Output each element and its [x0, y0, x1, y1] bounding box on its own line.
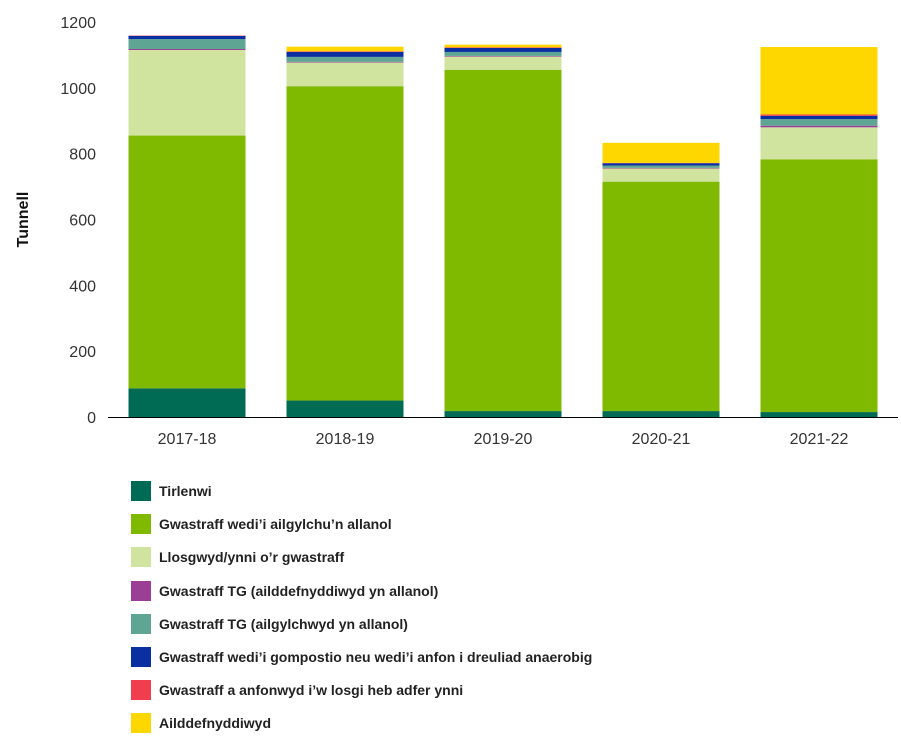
bar-segment [445, 45, 562, 48]
x-tick-label: 2018-19 [316, 431, 375, 448]
legend-item: Gwastraff wedi’i gompostio neu wedi’i an… [131, 647, 592, 667]
legend-swatch [131, 647, 151, 667]
bar-segment [129, 39, 246, 49]
legend-label: Gwastraff TG (ailddefnyddiwyd yn allanol… [159, 583, 438, 599]
bar-segment [761, 127, 878, 159]
legend-label: Llosgwyd/ynni o’r gwastraff [159, 549, 344, 565]
x-tick-label: 2017-18 [158, 431, 217, 448]
legend-label: Gwastraff TG (ailgylchwyd yn allanol) [159, 616, 408, 632]
legend-item: Gwastraff TG (ailgylchwyd yn allanol) [131, 614, 592, 634]
y-axis-label-group: Tunnell [15, 192, 32, 248]
legend-item: Tirlenwi [131, 481, 592, 501]
bar-segment [129, 49, 246, 50]
bar-segment [445, 56, 562, 57]
bar-segment [445, 48, 562, 52]
bar-segment [287, 52, 404, 57]
bar-segment [445, 52, 562, 56]
y-tick-label: 400 [69, 278, 96, 295]
bar-segment [287, 57, 404, 62]
bar-segment [287, 47, 404, 52]
legend-label: Gwastraff wedi’i ailgylchu’n allanol [159, 516, 392, 532]
legend-swatch [131, 481, 151, 501]
x-axis-ticks: 2017-18 2018-19 2019-20 2020-21 2021-22 [158, 431, 849, 448]
legend-swatch [131, 581, 151, 601]
legend-item: Ailddefnyddiwyd [131, 713, 592, 733]
legend-swatch [131, 614, 151, 634]
bar-segment [603, 168, 720, 169]
legend-item: Gwastraff wedi’i ailgylchu’n allanol [131, 514, 592, 534]
legend-label: Gwastraff wedi’i gompostio neu wedi’i an… [159, 649, 592, 665]
y-tick-label: 1200 [60, 15, 96, 32]
bar-segment [603, 182, 720, 411]
bar-segment [287, 86, 404, 400]
y-tick-label: 1000 [60, 81, 96, 98]
bar-segment [129, 136, 246, 389]
bar-segment [761, 116, 878, 119]
x-tick-label: 2021-22 [790, 431, 849, 448]
legend-label: Gwastraff a anfonwyd i’w losgi heb adfer… [159, 682, 463, 698]
bar-segment [603, 143, 720, 163]
legend-swatch [131, 680, 151, 700]
y-tick-label: 0 [87, 410, 96, 427]
bar-segment [761, 159, 878, 412]
bar-segment [287, 62, 404, 63]
bar-segment [445, 70, 562, 411]
legend-item: Gwastraff TG (ailddefnyddiwyd yn allanol… [131, 581, 592, 601]
bar-segment [761, 47, 878, 114]
bar-segment [603, 166, 720, 168]
legend-swatch [131, 514, 151, 534]
legend: Tirlenwi Gwastraff wedi’i ailgylchu’n all… [131, 481, 592, 747]
y-axis-label: Tunnell [15, 192, 32, 248]
bar-segment [761, 412, 878, 417]
legend-swatch [131, 547, 151, 567]
bar-segment [287, 401, 404, 417]
legend-label: Tirlenwi [159, 483, 212, 499]
y-tick-label: 200 [69, 344, 96, 361]
bar-segment [129, 36, 246, 39]
bars [129, 35, 878, 417]
bar-segment [603, 163, 720, 165]
bar-segment [445, 411, 562, 417]
bar-segment [287, 51, 404, 52]
legend-swatch [131, 713, 151, 733]
bar-segment [129, 388, 246, 417]
bar-segment [445, 47, 562, 48]
y-tick-label: 600 [69, 213, 96, 230]
bar-segment [287, 62, 404, 86]
bar-segment [603, 168, 720, 181]
legend-item: Llosgwyd/ynni o’r gwastraff [131, 547, 592, 567]
x-tick-label: 2019-20 [474, 431, 533, 448]
bar-segment [761, 126, 878, 128]
y-tick-label: 800 [69, 147, 96, 164]
legend-item: Gwastraff a anfonwyd i’w losgi heb adfer… [131, 680, 592, 700]
bar-segment [445, 57, 562, 70]
y-axis-ticks: 0 200 400 600 800 1000 1200 [60, 15, 96, 427]
bar-segment [129, 50, 246, 136]
bar-segment [761, 114, 878, 115]
bar-segment [603, 411, 720, 417]
x-tick-label: 2020-21 [632, 431, 691, 448]
bar-segment [761, 119, 878, 126]
